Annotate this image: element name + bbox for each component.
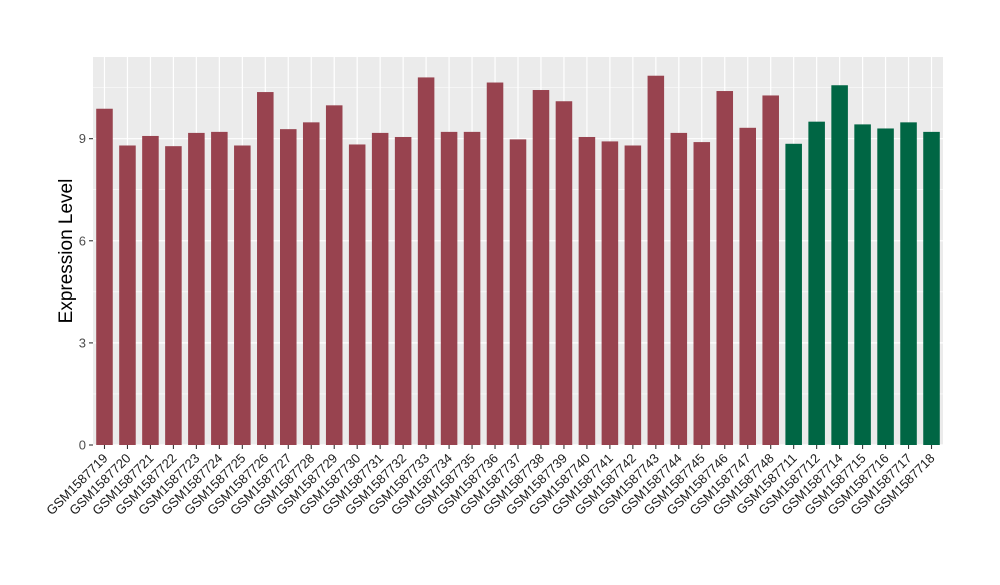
bar-GSM1587718 (923, 131, 940, 445)
bar-GSM1587733 (417, 77, 435, 445)
bar-GSM1587745 (693, 142, 711, 446)
bars (96, 75, 940, 446)
bar-GSM1587715 (854, 124, 871, 446)
bar-GSM1587737 (509, 139, 527, 445)
bar-GSM1587741 (601, 141, 619, 445)
bar-GSM1587725 (234, 145, 251, 446)
bar-GSM1587720 (119, 145, 136, 446)
bar-GSM1587729 (325, 105, 343, 445)
bar-GSM1587731 (371, 132, 389, 445)
bar-GSM1587712 (808, 121, 825, 446)
bar-GSM1587743 (647, 75, 665, 445)
bar-GSM1587746 (716, 91, 734, 445)
bar-GSM1587721 (142, 135, 159, 445)
bar-GSM1587714 (831, 85, 848, 446)
bar-GSM1587742 (624, 145, 642, 446)
bar-GSM1587739 (555, 101, 573, 446)
bar-GSM1587740 (578, 136, 596, 445)
bar-GSM1587736 (486, 82, 504, 446)
bar-GSM1587744 (670, 132, 688, 445)
bar-GSM1587747 (739, 127, 756, 446)
bar-GSM1587727 (280, 129, 297, 445)
y-axis-label: Expression Level (56, 179, 77, 324)
y-tick-label: 9 (79, 131, 86, 146)
y-axis: 0 3 6 9 (79, 131, 93, 453)
bar-GSM1587726 (257, 92, 274, 445)
bar-GSM1587722 (165, 146, 182, 445)
bar-GSM1587711 (785, 143, 802, 445)
bar-GSM1587748 (762, 95, 779, 445)
bar-GSM1587717 (900, 122, 917, 446)
x-axis: GSM1587719GSM1587720GSM1587721GSM1587722… (43, 445, 938, 518)
bar-GSM1587734 (440, 131, 458, 445)
y-tick-label: 6 (79, 233, 86, 248)
y-tick-label: 3 (79, 335, 86, 350)
bar-GSM1587738 (532, 90, 550, 445)
bar-GSM1587730 (348, 144, 366, 446)
bar-GSM1587719 (96, 108, 113, 445)
bar-GSM1587724 (211, 131, 228, 445)
bar-GSM1587732 (394, 136, 412, 445)
bar-GSM1587728 (302, 122, 320, 446)
bar-GSM1587716 (877, 128, 894, 445)
y-tick-label: 0 (79, 438, 86, 453)
bar-GSM1587735 (463, 131, 481, 445)
bar-GSM1587723 (188, 132, 205, 445)
